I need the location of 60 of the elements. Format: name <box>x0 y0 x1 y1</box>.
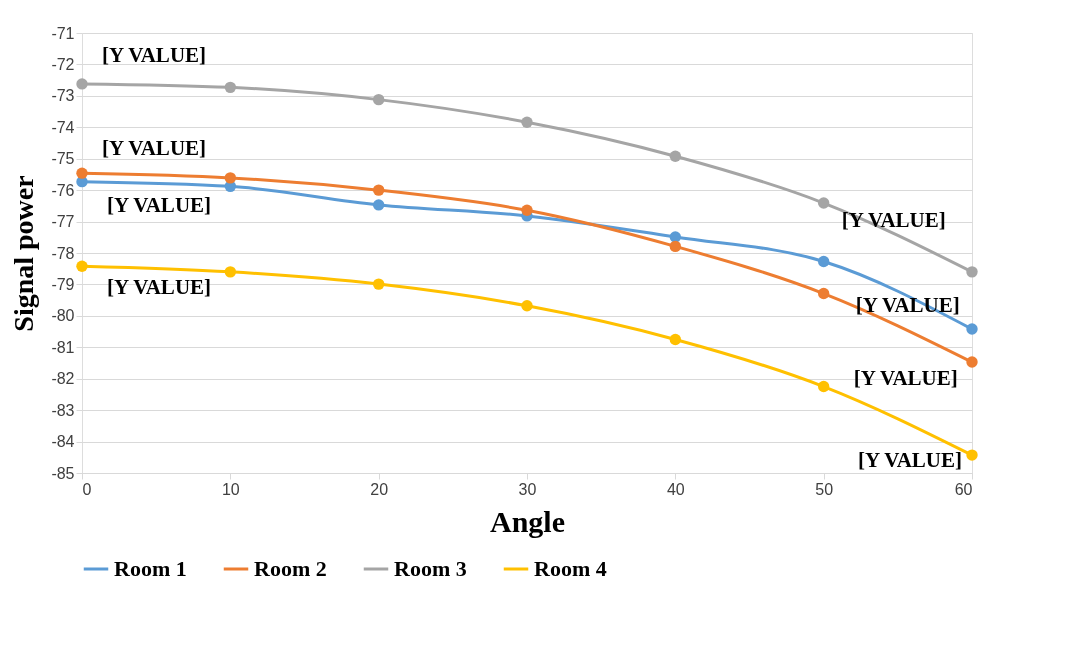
point <box>76 167 88 179</box>
x-tick-label: 60 <box>954 480 973 498</box>
point <box>669 240 682 253</box>
annotation: [Y VALUE] <box>853 365 958 390</box>
y-tick-label: -80 <box>51 307 75 325</box>
point <box>76 260 88 272</box>
point <box>817 287 830 300</box>
x-axis-title: Angle <box>490 504 565 538</box>
x-tick-label: 30 <box>518 480 537 498</box>
point <box>669 150 682 162</box>
point <box>817 380 830 393</box>
y-tick-label: -75 <box>51 150 75 168</box>
point <box>669 231 682 243</box>
legend-label: Room 2 <box>254 556 327 581</box>
y-tick-label: -71 <box>51 24 75 42</box>
y-tick-label: -82 <box>51 370 75 388</box>
legend-label: Room 4 <box>534 556 607 581</box>
x-tick-label: 40 <box>666 480 685 498</box>
y-tick-label: -73 <box>51 87 75 105</box>
point <box>817 197 830 209</box>
point <box>521 204 533 216</box>
point <box>521 300 533 312</box>
y-tick-label: -72 <box>51 55 75 73</box>
annotation: [Y VALUE] <box>102 136 207 161</box>
x-tick-label: 50 <box>815 480 834 498</box>
x-tick-label: 0 <box>82 480 92 498</box>
legend-label: Room 1 <box>114 556 187 581</box>
point <box>817 255 830 268</box>
point <box>372 278 385 290</box>
y-tick-label: -85 <box>51 464 75 482</box>
legend-label: Room 3 <box>394 556 467 581</box>
point <box>669 333 682 346</box>
point <box>966 356 978 368</box>
point <box>224 81 237 94</box>
y-tick-label: -78 <box>51 244 75 262</box>
point <box>76 78 88 90</box>
point <box>966 449 978 461</box>
point <box>224 172 237 184</box>
point <box>372 184 385 196</box>
x-tick-label: 10 <box>221 480 240 498</box>
annotation: [Y VALUE] <box>841 208 946 233</box>
y-tick-label: -79 <box>51 275 75 293</box>
annotation: [Y VALUE] <box>107 275 212 300</box>
point <box>372 93 385 106</box>
annotation: [Y VALUE] <box>107 192 212 217</box>
y-tick-label: -84 <box>51 433 75 451</box>
y-tick-label: -83 <box>51 401 75 419</box>
point <box>966 266 978 278</box>
annotation: [Y VALUE] <box>102 42 207 67</box>
point <box>521 116 533 128</box>
y-axis-title: Signal power <box>8 175 40 332</box>
point <box>966 323 978 335</box>
x-tick-label: 20 <box>370 480 389 498</box>
y-tick-label: -77 <box>51 213 75 231</box>
y-tick-label: -81 <box>51 338 75 356</box>
y-tick-label: -74 <box>51 118 75 136</box>
annotation: [Y VALUE] <box>857 448 962 473</box>
point <box>372 199 385 211</box>
point <box>224 266 237 278</box>
y-tick-label: -76 <box>51 181 75 199</box>
